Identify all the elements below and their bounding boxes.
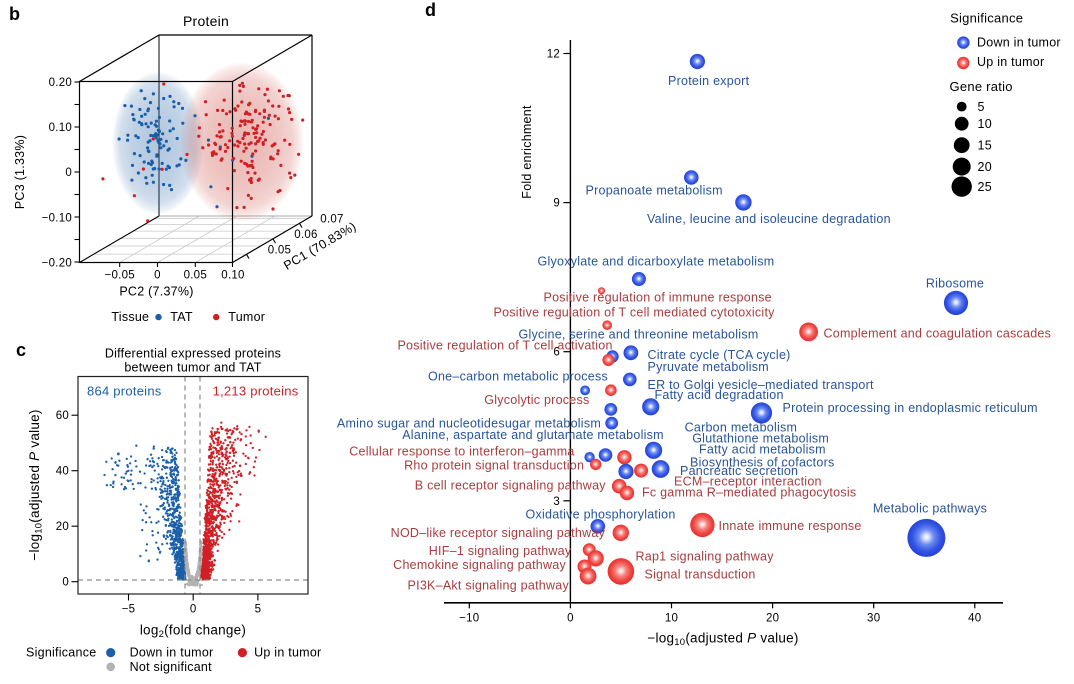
svg-text:Rap1 signaling pathway: Rap1 signaling pathway: [636, 549, 775, 563]
svg-text:60: 60: [56, 410, 69, 422]
svg-text:Protein export: Protein export: [668, 74, 750, 88]
svg-text:ER to Golgi vesicle–mediated t: ER to Golgi vesicle–mediated transport: [648, 378, 875, 392]
svg-text:Up in tumor: Up in tumor: [254, 646, 321, 660]
svg-text:10: 10: [665, 613, 678, 625]
svg-text:Propanoate metabolism: Propanoate metabolism: [586, 183, 723, 197]
svg-text:−0.20: −0.20: [42, 257, 72, 269]
svg-text:TAT: TAT: [170, 310, 193, 324]
svg-text:1,213 proteins: 1,213 proteins: [213, 384, 299, 399]
svg-text:20: 20: [978, 160, 992, 174]
svg-text:Chemokine signaling pathway: Chemokine signaling pathway: [393, 558, 566, 572]
svg-text:0.06: 0.06: [294, 229, 317, 241]
svg-text:Tumor: Tumor: [228, 310, 265, 324]
svg-text:−0.05: −0.05: [105, 270, 135, 282]
svg-text:Down in tumor: Down in tumor: [130, 646, 214, 660]
svg-text:0: 0: [65, 167, 72, 179]
svg-text:B cell receptor signaling path: B cell receptor signaling pathway: [415, 478, 606, 492]
svg-text:Glutathione metabolism: Glutathione metabolism: [692, 432, 829, 446]
svg-text:0.20: 0.20: [49, 77, 72, 89]
svg-text:Tissue: Tissue: [111, 310, 149, 324]
svg-text:PC2 (7.37%): PC2 (7.37%): [119, 285, 193, 299]
svg-text:5: 5: [978, 100, 985, 114]
svg-text:Innate immune response: Innate immune response: [719, 519, 862, 533]
svg-text:Fold enrichment: Fold enrichment: [520, 105, 534, 199]
svg-text:−0.10: −0.10: [42, 212, 72, 224]
svg-text:Pyruvate metabolism: Pyruvate metabolism: [648, 360, 769, 374]
svg-text:Positive regulation of T cell: Positive regulation of T cell activation: [397, 338, 612, 352]
svg-text:0: 0: [190, 604, 197, 616]
svg-text:Ribosome: Ribosome: [926, 276, 984, 290]
svg-text:Signal transduction: Signal transduction: [645, 567, 756, 581]
svg-text:Metabolic pathways: Metabolic pathways: [873, 501, 987, 515]
svg-text:0.05: 0.05: [184, 270, 207, 282]
svg-text:Rho protein signal transductio: Rho protein signal transduction: [404, 459, 584, 473]
svg-text:Carbon metabolism: Carbon metabolism: [685, 421, 798, 435]
svg-text:0: 0: [567, 613, 574, 625]
svg-text:25: 25: [978, 180, 992, 194]
svg-text:Protein processing in endoplas: Protein processing in endoplasmic reticu…: [783, 401, 1038, 415]
svg-text:b: b: [9, 4, 20, 24]
svg-text:−log10(adjusted P value): −log10(adjusted P value): [27, 409, 45, 560]
svg-text:−5: −5: [122, 604, 136, 616]
svg-text:Gene ratio: Gene ratio: [950, 79, 1013, 94]
svg-text:0: 0: [154, 270, 161, 282]
svg-text:Glycine, serine and threonine: Glycine, serine and threonine metabolism: [519, 327, 759, 341]
svg-text:−log10(adjusted P value): −log10(adjusted P value): [647, 631, 798, 649]
svg-text:Glycolytic process: Glycolytic process: [484, 393, 589, 407]
svg-text:One–carbon metabolic process: One–carbon metabolic process: [428, 369, 608, 383]
svg-text:15: 15: [978, 139, 992, 153]
svg-text:6: 6: [553, 347, 560, 359]
svg-text:Valine, leucine and isoleucine: Valine, leucine and isoleucine degradati…: [647, 212, 891, 226]
svg-text:0.07: 0.07: [320, 213, 343, 225]
svg-text:0.05: 0.05: [268, 245, 291, 257]
svg-text:Cellular response to interfero: Cellular response to interferon–gamma: [349, 444, 574, 458]
svg-text:d: d: [425, 0, 436, 20]
svg-text:0.10: 0.10: [221, 270, 244, 282]
svg-text:0.10: 0.10: [49, 122, 72, 134]
svg-text:40: 40: [968, 613, 981, 625]
svg-text:ECM–receptor interaction: ECM–receptor interaction: [674, 474, 822, 488]
svg-text:between tumor and TAT: between tumor and TAT: [124, 361, 261, 375]
svg-text:Positive regulation of T cell: Positive regulation of T cell mediated c…: [494, 305, 776, 319]
svg-text:3: 3: [553, 496, 560, 508]
svg-text:Differential expressed protein: Differential expressed proteins: [105, 347, 281, 361]
svg-text:Up in tumor: Up in tumor: [977, 55, 1044, 69]
svg-text:Alanine, aspartate and glutama: Alanine, aspartate and glutamate metabol…: [402, 428, 664, 442]
svg-text:0: 0: [62, 577, 69, 589]
svg-text:10: 10: [978, 117, 992, 131]
svg-text:20: 20: [56, 521, 69, 533]
svg-text:PI3K–Akt signaling pathway: PI3K–Akt signaling pathway: [408, 578, 570, 592]
svg-text:Citrate cycle (TCA cycle): Citrate cycle (TCA cycle): [648, 348, 791, 362]
svg-text:PC3 (1.33%): PC3 (1.33%): [13, 135, 27, 209]
svg-text:Biosynthesis of cofactors: Biosynthesis of cofactors: [690, 456, 835, 470]
svg-text:Complement and coagulation cas: Complement and coagulation cascades: [824, 326, 1052, 340]
svg-text:−10: −10: [459, 613, 479, 625]
svg-text:Significance: Significance: [26, 646, 96, 660]
svg-text:NOD–like receptor signaling pa: NOD–like receptor signaling pathway: [391, 526, 606, 540]
svg-text:5: 5: [255, 604, 262, 616]
svg-text:Positive regulation of immune: Positive regulation of immune response: [544, 290, 772, 304]
svg-text:Down in tumor: Down in tumor: [977, 35, 1061, 49]
svg-text:Significance: Significance: [950, 11, 1023, 26]
svg-text:Glyoxylate and dicarboxylate m: Glyoxylate and dicarboxylate metabolism: [538, 254, 775, 268]
svg-text:30: 30: [867, 613, 880, 625]
svg-text:HIF–1 signaling pathway: HIF–1 signaling pathway: [429, 544, 572, 558]
svg-text:Fatty acid degradation: Fatty acid degradation: [655, 388, 784, 402]
svg-text:Not significant: Not significant: [130, 660, 213, 674]
svg-text:c: c: [16, 340, 26, 360]
svg-text:12: 12: [547, 49, 560, 61]
svg-text:20: 20: [766, 613, 779, 625]
svg-text:log2(fold change): log2(fold change): [140, 623, 246, 641]
svg-text:40: 40: [56, 466, 69, 478]
svg-text:864 proteins: 864 proteins: [87, 384, 162, 399]
svg-text:Oxidative phosphorylation: Oxidative phosphorylation: [526, 507, 676, 521]
svg-text:Fc gamma R–mediated phagocytos: Fc gamma R–mediated phagocytosis: [642, 486, 856, 500]
svg-text:Protein: Protein: [183, 13, 229, 29]
svg-text:Fatty acid metabolism: Fatty acid metabolism: [699, 443, 826, 457]
svg-text:Amino sugar and nucleotidesuga: Amino sugar and nucleotidesugar metaboli…: [337, 417, 601, 431]
svg-text:9: 9: [553, 198, 560, 210]
svg-text:Pancreatic secretion: Pancreatic secretion: [680, 464, 798, 478]
